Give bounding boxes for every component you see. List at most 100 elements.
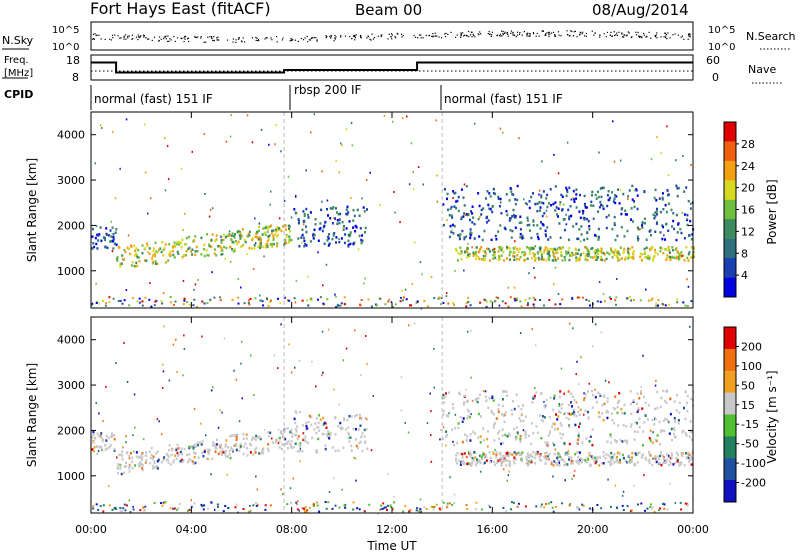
data-cell: [458, 235, 461, 238]
data-cell: [365, 335, 367, 337]
data-cell: [506, 479, 508, 482]
data-cell: [408, 183, 411, 186]
data-cell: [657, 299, 660, 301]
data-cell: [624, 439, 626, 443]
data-cell: [194, 283, 197, 286]
data-cell: [671, 246, 674, 249]
data-cell: [327, 432, 330, 436]
noise-dot: [506, 31, 508, 34]
data-cell: [390, 301, 393, 304]
noise-dot: [417, 37, 419, 39]
data-cell: [248, 299, 250, 302]
data-cell: [461, 229, 464, 233]
data-cell: [665, 458, 668, 462]
noise-dot: [176, 37, 179, 39]
data-cell: [546, 441, 549, 444]
data-cell: [193, 288, 195, 291]
data-cell: [559, 201, 562, 204]
data-cell: [207, 458, 209, 460]
noise-dot: [232, 38, 234, 40]
data-cell: [466, 507, 469, 510]
data-cell: [668, 303, 670, 306]
data-cell: [630, 256, 633, 259]
data-cell: [584, 245, 586, 249]
power-colorbar-label: Power [dB]: [765, 179, 779, 244]
data-cell: [473, 122, 476, 125]
data-cell: [141, 300, 144, 303]
data-cell: [659, 231, 662, 234]
data-cell: [332, 234, 335, 237]
data-cell: [512, 501, 515, 504]
data-cell: [302, 236, 305, 240]
data-cell: [680, 452, 683, 455]
noise-dot: [489, 33, 491, 36]
colorbar-segment: [724, 392, 736, 415]
data-cell: [158, 248, 161, 252]
data-cell: [101, 127, 103, 129]
noise-dot: [325, 35, 327, 37]
data-cell: [613, 453, 616, 456]
data-cell: [302, 432, 305, 435]
data-cell: [492, 254, 495, 257]
x-tick-label: 08:00: [276, 523, 308, 536]
data-cell: [430, 505, 433, 508]
data-cell: [113, 507, 116, 510]
data-cell: [502, 458, 505, 461]
data-cell: [364, 441, 366, 444]
data-cell: [296, 425, 299, 428]
data-cell: [160, 433, 163, 436]
data-cell: [189, 458, 192, 462]
data-cell: [570, 401, 572, 404]
data-cell: [626, 213, 628, 216]
noise-dot: [665, 35, 667, 37]
data-cell: [597, 415, 600, 419]
data-cell: [645, 288, 647, 291]
data-cell: [488, 397, 491, 400]
data-cell: [556, 251, 559, 254]
data-cell: [271, 242, 274, 246]
data-cell: [513, 456, 516, 459]
data-cell: [606, 204, 609, 208]
data-cell: [568, 217, 571, 221]
data-cell: [237, 240, 240, 244]
data-cell: [616, 234, 619, 238]
data-cell: [112, 238, 115, 241]
data-cell: [519, 332, 522, 335]
data-cell: [514, 215, 517, 218]
data-cell: [93, 446, 96, 449]
data-cell: [576, 252, 579, 255]
data-cell: [515, 453, 518, 456]
noise-dot: [609, 34, 611, 36]
data-cell: [655, 304, 658, 307]
data-cell: [476, 458, 479, 461]
data-cell: [663, 461, 665, 464]
data-cell: [610, 249, 613, 252]
data-cell: [156, 262, 159, 266]
data-cell: [92, 430, 95, 434]
data-cell: [653, 423, 656, 426]
data-cell: [328, 491, 331, 493]
data-cell: [688, 435, 691, 438]
data-cell: [477, 255, 480, 259]
data-cell: [488, 192, 491, 195]
data-cell: [673, 400, 676, 403]
y-tick-label: 1000: [57, 470, 85, 483]
data-cell: [231, 448, 234, 452]
data-cell: [611, 456, 614, 459]
data-cell: [560, 407, 563, 410]
noise-dot: [167, 40, 169, 42]
data-cell: [288, 235, 291, 238]
data-cell: [582, 210, 585, 213]
data-cell: [601, 412, 604, 415]
data-cell: [551, 506, 554, 509]
data-cell: [210, 245, 213, 249]
data-cell: [197, 456, 200, 460]
data-cell: [584, 393, 587, 396]
data-cell: [572, 460, 575, 463]
data-cell: [660, 463, 663, 467]
data-cell: [235, 438, 238, 442]
noise-dot: [491, 34, 493, 36]
data-cell: [632, 256, 635, 259]
data-cell: [585, 231, 588, 235]
data-cell: [149, 282, 151, 285]
